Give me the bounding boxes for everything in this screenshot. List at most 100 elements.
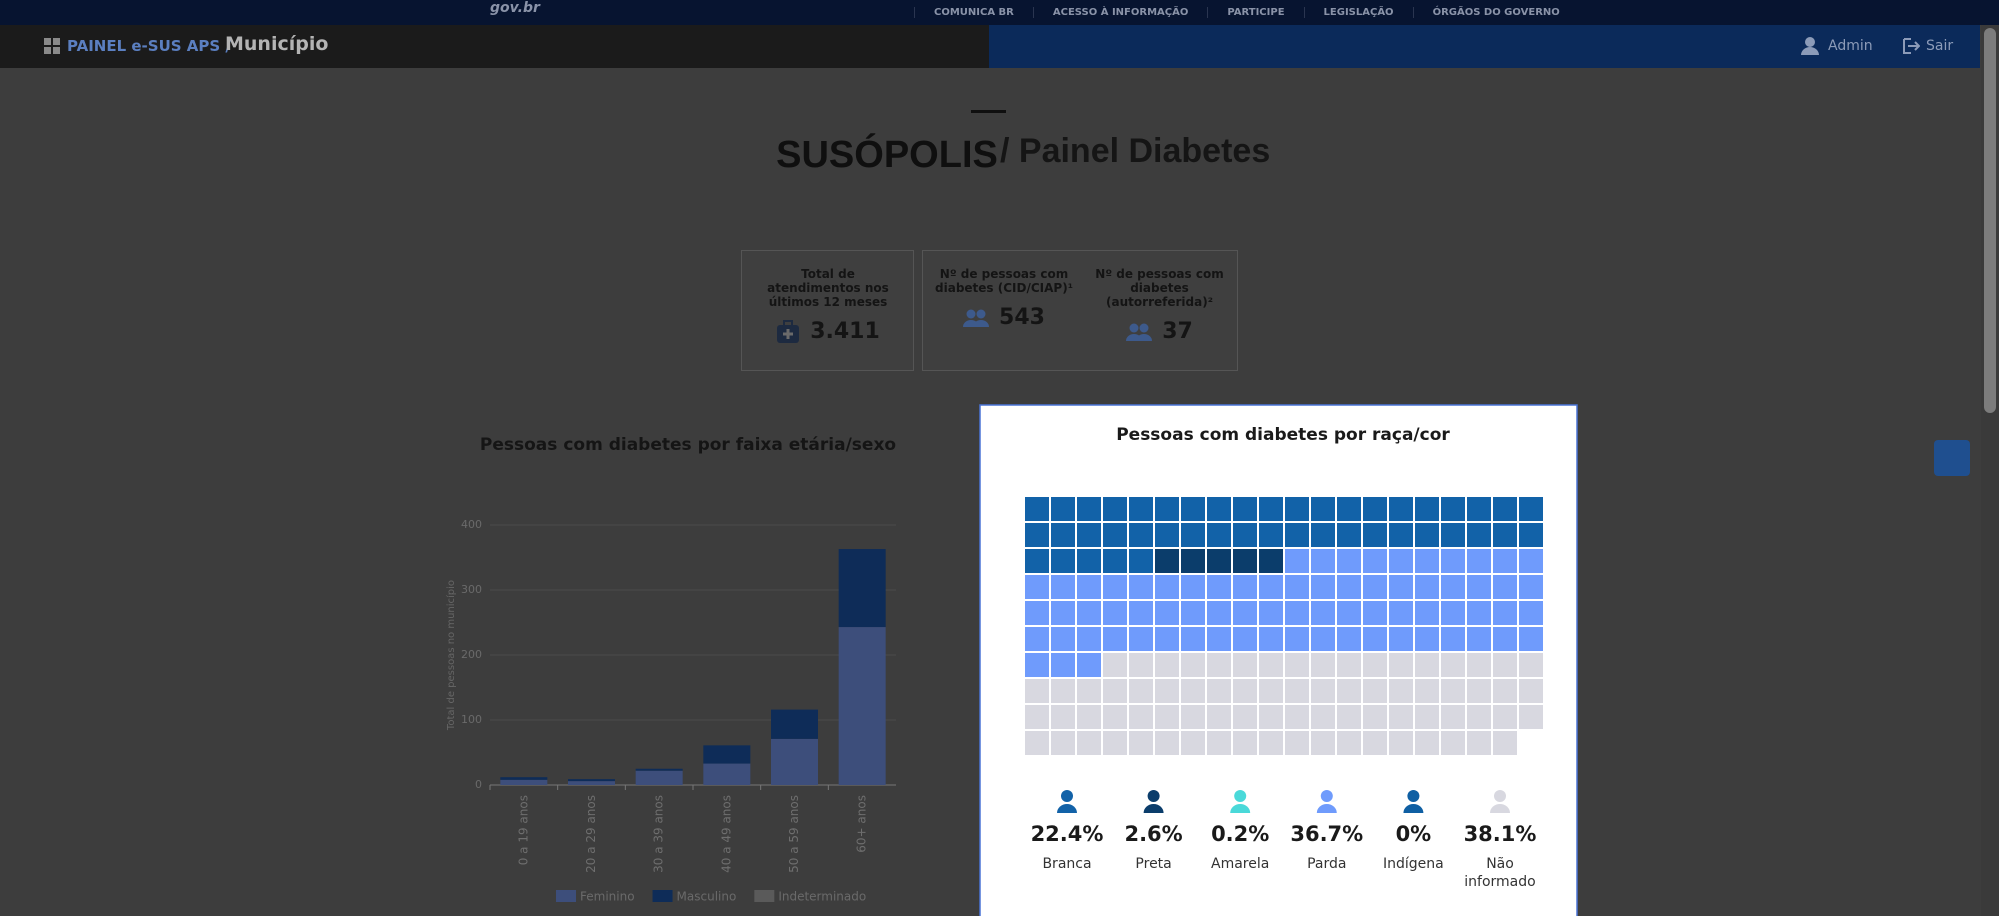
waffle-cell (1129, 705, 1153, 729)
gov-logo[interactable]: gov.br (490, 0, 540, 16)
waffle-cell (1441, 601, 1465, 625)
legend-icon (1057, 804, 1077, 813)
category-label: Parda (1307, 856, 1347, 872)
waffle-cell (1337, 705, 1361, 729)
waffle-cell (1155, 549, 1179, 573)
waffle-cell (1493, 497, 1517, 521)
waffle-cell (1207, 627, 1231, 651)
waffle-cell (1233, 575, 1257, 599)
bar-segment (568, 781, 615, 785)
waffle-cell (1233, 705, 1257, 729)
value-label: 22.4% (1031, 822, 1104, 846)
waffle-cell (1311, 549, 1335, 573)
waffle-cell (1311, 731, 1335, 755)
waffle-cell (1129, 731, 1153, 755)
user-menu[interactable]: Admin (1828, 38, 1873, 54)
waffle-cell (1415, 731, 1439, 755)
legend-icon (1234, 790, 1247, 802)
bar-segment (703, 763, 751, 785)
accessibility-button[interactable] (1934, 440, 1970, 476)
bar-segment (838, 549, 886, 628)
gov-link[interactable]: COMUNICA BR (914, 7, 1033, 18)
waffle-cell (1259, 523, 1283, 547)
gov-link[interactable]: ÓRGÃOS DO GOVERNO (1412, 7, 1579, 18)
y-tick-label: 0 (475, 778, 482, 791)
waffle-cell (1493, 523, 1517, 547)
waffle-cell (1259, 705, 1283, 729)
waffle-cell (1233, 549, 1257, 573)
legend-icon (1494, 790, 1506, 802)
waffle-cell (1025, 731, 1049, 755)
waffle-cell (1129, 627, 1153, 651)
waffle-cell (1493, 731, 1517, 755)
waffle-cell (1259, 653, 1283, 677)
grid-icon (44, 38, 60, 54)
title-place: SUSÓPOLIS (776, 132, 998, 176)
legend-label: Feminino (580, 890, 635, 904)
waffle-cell (1441, 731, 1465, 755)
gov-link[interactable]: LEGISLAÇÃO (1303, 7, 1413, 18)
scrollbar-thumb[interactable] (1984, 28, 1996, 413)
stat-value: 543 (999, 305, 1045, 330)
waffle-cell (1363, 497, 1387, 521)
waffle-cell (1025, 601, 1049, 625)
waffle-cell (1415, 627, 1439, 651)
x-tick-label: 40 a 49 anos (719, 795, 733, 873)
waffle-cell (1025, 575, 1049, 599)
waffle-cell (1103, 627, 1127, 651)
waffle-cell (1025, 523, 1049, 547)
waffle-cell (1181, 731, 1205, 755)
waffle-cell (1233, 627, 1257, 651)
waffle-cell (1337, 601, 1361, 625)
waffle-cell (1337, 523, 1361, 547)
waffle-cell (1103, 549, 1127, 573)
y-tick-label: 400 (461, 518, 482, 531)
waffle-cell (1311, 705, 1335, 729)
waffle-cell (1363, 549, 1387, 573)
waffle-cell (1285, 523, 1309, 547)
waffle-cell (1259, 497, 1283, 521)
waffle-cell (1337, 549, 1361, 573)
waffle-cell (1337, 679, 1361, 703)
gov-link[interactable]: PARTICIPE (1207, 7, 1303, 18)
waffle-cell (1155, 653, 1179, 677)
waffle-cell (1311, 497, 1335, 521)
waffle-cell (1233, 601, 1257, 625)
waffle-cell (1259, 731, 1283, 755)
waffle-cell (1519, 549, 1543, 573)
waffle-cell (1181, 653, 1205, 677)
waffle-cell (1389, 601, 1413, 625)
waffle-cell (1077, 653, 1101, 677)
waffle-cell (1051, 601, 1075, 625)
waffle-cell (1181, 627, 1205, 651)
stat-row: 3.411 (753, 319, 903, 344)
waffle-cell (1415, 705, 1439, 729)
waffle-cell (1025, 549, 1049, 573)
waffle-cell (1129, 549, 1153, 573)
gov-link[interactable]: ACESSO À INFORMAÇÃO (1032, 7, 1207, 18)
waffle-cell (1077, 523, 1101, 547)
value-label: 0% (1396, 822, 1432, 846)
value-label: 38.1% (1464, 822, 1537, 846)
waffle-cell (1077, 497, 1101, 521)
waffle-cell (1519, 705, 1543, 729)
waffle-cell (1519, 523, 1543, 547)
waffle-cell (1103, 653, 1127, 677)
stat-card: Nº de pessoas com diabetes (CID/CIAP)¹ 5… (922, 250, 1238, 371)
bar-segment (703, 745, 751, 764)
waffle-cell (1051, 627, 1075, 651)
stat-label: Nº de pessoas com diabetes (CID/CIAP)¹ (935, 267, 1073, 295)
waffle-cell (1441, 497, 1465, 521)
kit-icon (777, 319, 800, 343)
waffle-cell (1337, 731, 1361, 755)
logout[interactable]: Sair (1926, 38, 1954, 54)
waffle-cell (1285, 705, 1309, 729)
category-label: Preta (1135, 856, 1172, 872)
waffle-cell (1285, 627, 1309, 651)
waffle-cell (1285, 601, 1309, 625)
breadcrumb[interactable]: PAINEL e-SUS APS / (67, 37, 231, 55)
waffle-cell (1311, 627, 1335, 651)
waffle-cell (1051, 679, 1075, 703)
